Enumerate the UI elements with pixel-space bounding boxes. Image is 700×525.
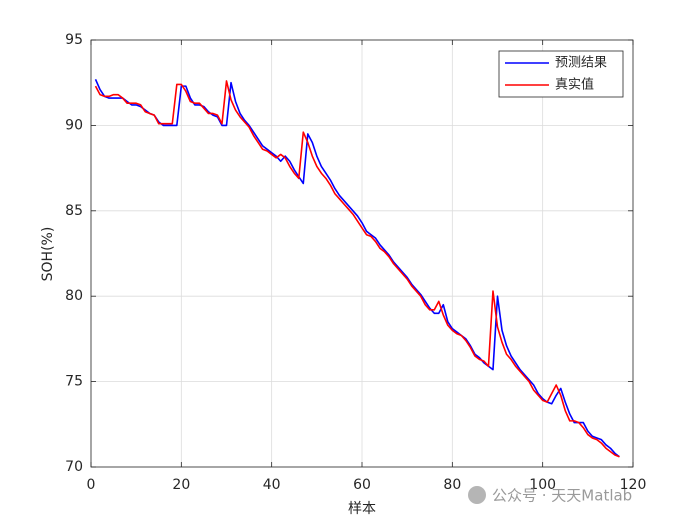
watermark-text: 公众号 · 天天Matlab	[492, 487, 632, 505]
x-tick-label: 120	[620, 477, 647, 493]
x-tick-label: 80	[443, 477, 461, 493]
legend-box	[498, 50, 624, 98]
y-tick-label: 90	[65, 117, 83, 133]
watermark: 公众号 · 天天Matlab	[468, 486, 632, 505]
watermark-icon	[468, 486, 486, 504]
y-tick-label: 70	[65, 459, 83, 475]
x-tick-label: 40	[263, 477, 281, 493]
legend-label: 真实值	[555, 77, 594, 93]
legend-label: 预测结果	[555, 56, 607, 71]
y-tick-label: 85	[65, 203, 83, 219]
x-axis-label: 样本	[348, 501, 376, 517]
y-tick-label: 75	[65, 374, 83, 390]
x-tick-label: 60	[353, 477, 371, 493]
data-line	[94, 80, 620, 458]
x-tick-label: 20	[172, 477, 190, 493]
x-tick-label: 100	[529, 477, 556, 493]
x-tick-label: 0	[87, 477, 96, 493]
y-tick-label: 80	[65, 288, 83, 304]
y-axis-label: SOH(%)	[40, 227, 56, 282]
y-tick-label: 95	[65, 32, 83, 48]
